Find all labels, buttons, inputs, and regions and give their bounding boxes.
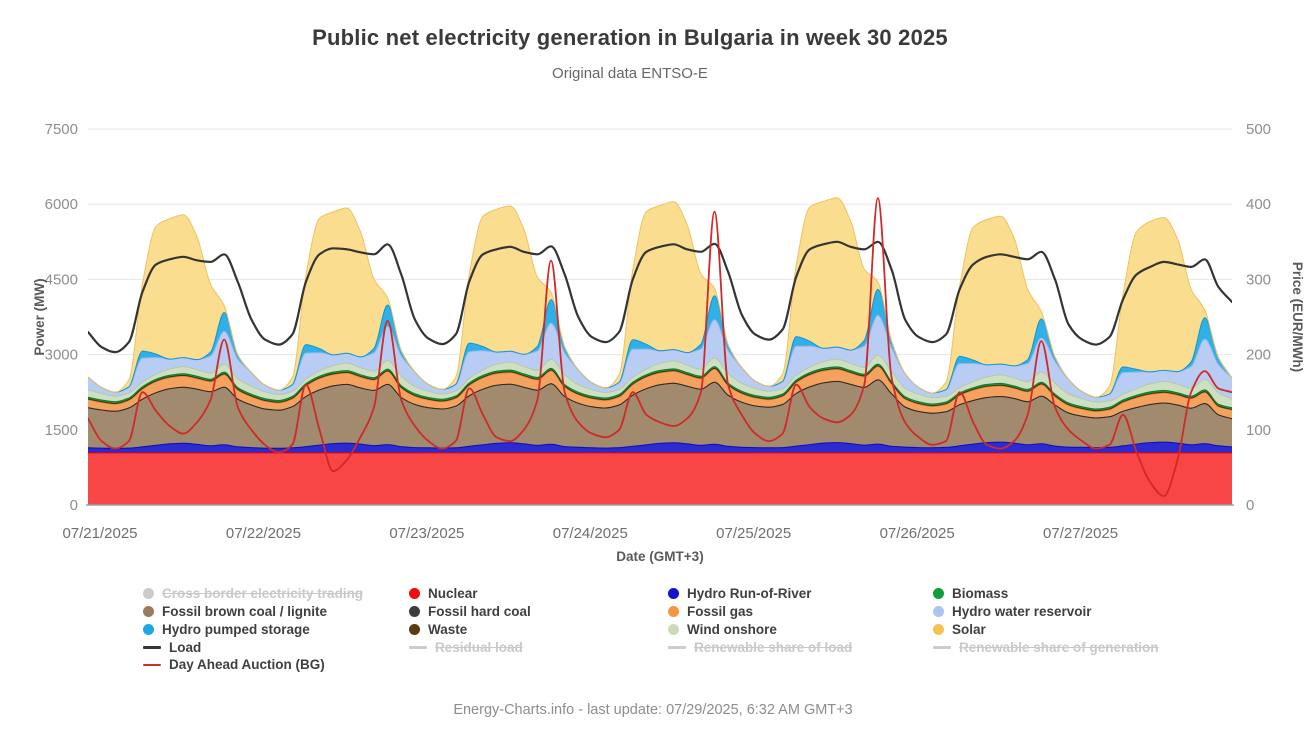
price-axis-tick-label: 400: [1246, 196, 1271, 213]
x-axis-tick-label: 07/24/2025: [553, 525, 628, 542]
legend-column-2: Nuclear Fossil hard coal Waste Residual loa…: [409, 585, 531, 656]
legend-item-hydro-run-of-river[interactable]: Hydro Run-of-River: [668, 585, 852, 603]
legend-dot-fossil-brown-coal-lignite: [143, 606, 154, 618]
legend-item-biomass[interactable]: Biomass: [933, 585, 1159, 603]
legend-item-fossil-brown-coal-lignite[interactable]: Fossil brown coal / lignite: [143, 603, 363, 621]
legend-label: Wind onshore: [687, 621, 777, 637]
area-edge-solar: [88, 197, 1232, 398]
x-axis-tick-label: 07/23/2025: [389, 525, 464, 542]
area-hydro-water-reservoir: [88, 315, 1232, 402]
legend-line-marker-day-ahead-auction-bg: [143, 663, 161, 667]
power-axis-tick-label: 4500: [45, 271, 78, 288]
x-axis-tick-label: 07/22/2025: [226, 525, 301, 542]
price-axis-tick-label: 100: [1246, 422, 1271, 439]
generation-chart: 0 1500 3000 4500 6000 7500 0 100 200 300 400 500 07/…: [32, 121, 1305, 564]
line-day-ahead-auction-bg: [88, 197, 1232, 497]
x-axis-tick-label: 07/27/2025: [1043, 525, 1118, 542]
legend-label: Solar: [952, 621, 986, 637]
legend-label: Hydro water reservoir: [952, 603, 1092, 619]
legend-label: Load: [169, 639, 202, 655]
legend: Cross border electricity trading Fossil b…: [0, 585, 1306, 677]
legend-item-residual-load[interactable]: Residual load: [409, 638, 531, 656]
legend-item-wind-onshore[interactable]: Wind onshore: [668, 621, 852, 639]
price-axis-tick-label: 200: [1246, 347, 1271, 364]
legend-label: Residual load: [435, 639, 523, 655]
legend-dot-nuclear: [409, 588, 420, 600]
legend-dot-fossil-hard-coal: [409, 606, 420, 618]
x-axis-tick-label: 07/25/2025: [716, 525, 791, 542]
legend-item-load[interactable]: Load: [143, 638, 363, 656]
legend-label: Renewable share of load: [694, 639, 853, 655]
legend-column-1: Cross border electricity trading Fossil b…: [143, 585, 363, 674]
legend-label: Fossil brown coal / lignite: [162, 603, 328, 619]
legend-label: Nuclear: [428, 586, 478, 602]
legend-label: Cross border electricity trading: [162, 586, 364, 602]
area-fossil-gas: [88, 366, 1232, 419]
legend-line-marker-residual-load: [409, 646, 427, 649]
legend-label: Fossil gas: [687, 603, 754, 619]
area-wind-onshore: [88, 355, 1232, 409]
legend-item-nuclear[interactable]: Nuclear: [409, 585, 531, 603]
power-axis-tick-label: 7500: [45, 121, 78, 138]
legend-column-3: Hydro Run-of-River Fossil gas Wind onshore…: [668, 585, 852, 656]
legend-dot-hydro-pumped-storage: [143, 623, 154, 635]
legend-item-renewable-share-of-load[interactable]: Renewable share of load: [668, 638, 852, 656]
x-axis-title: Date (GMT+3): [616, 549, 703, 564]
legend-label: Hydro Run-of-River: [687, 586, 812, 602]
legend-item-fossil-gas[interactable]: Fossil gas: [668, 603, 852, 621]
area-solar: [88, 197, 1232, 398]
legend-label: Renewable share of generation: [959, 639, 1159, 655]
legend-item-hydro-pumped-storage[interactable]: Hydro pumped storage: [143, 621, 363, 639]
legend-dot-hydro-water-reservoir: [933, 606, 944, 618]
area-hydro-run-of-river: [88, 442, 1232, 453]
legend-dot-wind-onshore: [668, 623, 679, 635]
attribution-footer: Energy-Charts.info - last update: 07/29/…: [453, 702, 853, 718]
legend-item-hydro-water-reservoir[interactable]: Hydro water reservoir: [933, 603, 1159, 621]
area-nuclear: [88, 452, 1232, 505]
x-axis-tick-label: 07/26/2025: [880, 525, 955, 542]
power-axis-tick-label: 0: [70, 497, 78, 514]
area-edge-wind-onshore: [88, 354, 1232, 403]
area-edge-fossil-hard-coal: [88, 379, 1232, 420]
line-load: [88, 240, 1232, 354]
area-edge-biomass: [88, 363, 1232, 410]
legend-item-fossil-hard-coal[interactable]: Fossil hard coal: [409, 603, 531, 621]
legend-label: Hydro pumped storage: [162, 621, 310, 637]
power-axis-tick-label: 3000: [45, 347, 78, 364]
x-axis-tick-label: 07/21/2025: [62, 525, 137, 542]
legend-item-cross-border-electricity-trading[interactable]: Cross border electricity trading: [143, 585, 363, 603]
power-axis-title: Power (MW): [32, 278, 47, 355]
legend-item-day-ahead-auction-bg[interactable]: Day Ahead Auction (BG): [143, 656, 363, 674]
chart-subtitle: Original data ENTSO-E: [552, 65, 708, 82]
legend-dot-cross-border-electricity-trading: [143, 588, 154, 600]
price-axis-tick-label: 300: [1246, 271, 1271, 288]
legend-dot-waste: [409, 623, 420, 635]
legend-dot-solar: [933, 623, 944, 635]
legend-line-marker-renewable-share-of-load: [668, 646, 686, 649]
area-edge-hydro-run-of-river: [88, 441, 1232, 449]
area-edge-waste: [88, 365, 1232, 412]
power-axis-tick-label: 6000: [45, 196, 78, 213]
area-fossil-brown-coal-lignite: [88, 379, 1232, 449]
price-axis-tick-label: 0: [1246, 497, 1254, 514]
price-axis-title: Price (EUR/MWh): [1290, 262, 1305, 372]
legend-label: Waste: [428, 621, 468, 637]
legend-label: Fossil hard coal: [428, 603, 531, 619]
legend-item-renewable-share-of-generation[interactable]: Renewable share of generation: [933, 638, 1159, 656]
chart-title: Public net electricity generation in Bul…: [312, 25, 948, 50]
legend-column-4: Biomass Hydro water reservoir Solar Renewab…: [933, 585, 1159, 656]
legend-label: Day Ahead Auction (BG): [169, 657, 325, 673]
legend-label: Biomass: [952, 586, 1009, 602]
legend-dot-biomass: [933, 588, 944, 600]
price-axis-tick-label: 500: [1246, 121, 1271, 138]
legend-item-solar[interactable]: Solar: [933, 621, 1159, 639]
legend-item-waste[interactable]: Waste: [409, 621, 531, 639]
legend-dot-hydro-run-of-river: [668, 588, 679, 600]
legend-line-marker-load: [143, 646, 161, 649]
area-edge-fossil-gas: [88, 366, 1232, 413]
power-axis-tick-label: 1500: [45, 422, 78, 439]
legend-dot-fossil-gas: [668, 606, 679, 618]
legend-line-marker-renewable-share-of-generation: [933, 646, 951, 649]
